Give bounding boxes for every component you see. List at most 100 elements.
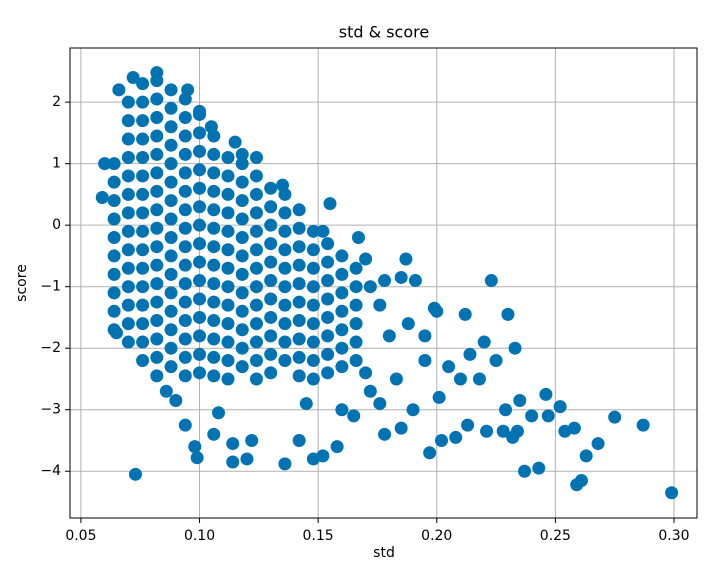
- point: [235, 267, 249, 281]
- point: [207, 332, 221, 346]
- point: [435, 433, 449, 447]
- point: [472, 372, 486, 386]
- point: [107, 175, 121, 189]
- point: [480, 424, 494, 438]
- point: [164, 304, 178, 318]
- point: [378, 274, 392, 288]
- point: [235, 360, 249, 374]
- point: [121, 280, 135, 294]
- point: [164, 157, 178, 171]
- point: [330, 440, 344, 454]
- point: [579, 449, 593, 463]
- point: [278, 317, 292, 331]
- point: [389, 372, 403, 386]
- point: [463, 347, 477, 361]
- point: [249, 298, 263, 312]
- point: [278, 298, 292, 312]
- point: [359, 366, 373, 380]
- point: [335, 267, 349, 281]
- x-tick-label: 0.05: [65, 528, 96, 544]
- point: [178, 369, 192, 383]
- point: [207, 369, 221, 383]
- point: [207, 277, 221, 291]
- point: [136, 335, 150, 349]
- point: [193, 310, 207, 324]
- y-tick-label: −4: [40, 463, 61, 479]
- point: [418, 329, 432, 343]
- point: [204, 120, 218, 134]
- point: [136, 77, 150, 91]
- point: [394, 270, 408, 284]
- point: [221, 151, 235, 165]
- point: [107, 304, 121, 318]
- point: [193, 366, 207, 380]
- y-tick-label: 1: [52, 156, 61, 172]
- point: [541, 409, 555, 423]
- point: [193, 181, 207, 195]
- point: [278, 335, 292, 349]
- point: [178, 277, 192, 291]
- point: [164, 323, 178, 337]
- point: [394, 421, 408, 435]
- point: [164, 230, 178, 244]
- point: [193, 144, 207, 158]
- point: [432, 390, 446, 404]
- point: [306, 298, 320, 312]
- point: [178, 295, 192, 309]
- point: [178, 221, 192, 235]
- point: [164, 138, 178, 152]
- point: [292, 350, 306, 364]
- point: [107, 249, 121, 263]
- point: [121, 95, 135, 109]
- point: [178, 129, 192, 143]
- point: [351, 230, 365, 244]
- point: [181, 83, 195, 97]
- point: [264, 200, 278, 214]
- point: [292, 240, 306, 254]
- point: [299, 397, 313, 411]
- point: [508, 341, 522, 355]
- point: [121, 151, 135, 165]
- point: [193, 347, 207, 361]
- point: [316, 449, 330, 463]
- point: [136, 354, 150, 368]
- point: [221, 224, 235, 238]
- point: [164, 360, 178, 374]
- point: [178, 166, 192, 180]
- point: [363, 280, 377, 294]
- point: [235, 323, 249, 337]
- point: [292, 203, 306, 217]
- point: [264, 181, 278, 195]
- point: [278, 224, 292, 238]
- y-tick-label: −1: [40, 279, 61, 295]
- point: [321, 255, 335, 269]
- point: [249, 317, 263, 331]
- point: [373, 397, 387, 411]
- point: [408, 274, 422, 288]
- point: [207, 258, 221, 272]
- point: [264, 310, 278, 324]
- point: [496, 424, 510, 438]
- point: [499, 403, 513, 417]
- point: [306, 372, 320, 386]
- y-axis-label: score: [14, 264, 30, 302]
- point: [278, 206, 292, 220]
- x-tick-label: 0.10: [184, 528, 215, 544]
- point: [121, 169, 135, 183]
- point: [278, 280, 292, 294]
- point: [159, 384, 173, 398]
- point: [193, 274, 207, 288]
- point: [221, 261, 235, 275]
- point: [249, 354, 263, 368]
- point: [121, 206, 135, 220]
- point: [164, 341, 178, 355]
- point: [264, 366, 278, 380]
- point: [178, 240, 192, 254]
- point: [178, 332, 192, 346]
- y-tick-label: −2: [40, 340, 61, 356]
- point: [553, 400, 567, 414]
- point: [349, 354, 363, 368]
- point: [150, 221, 164, 235]
- point: [164, 120, 178, 134]
- point: [107, 157, 121, 171]
